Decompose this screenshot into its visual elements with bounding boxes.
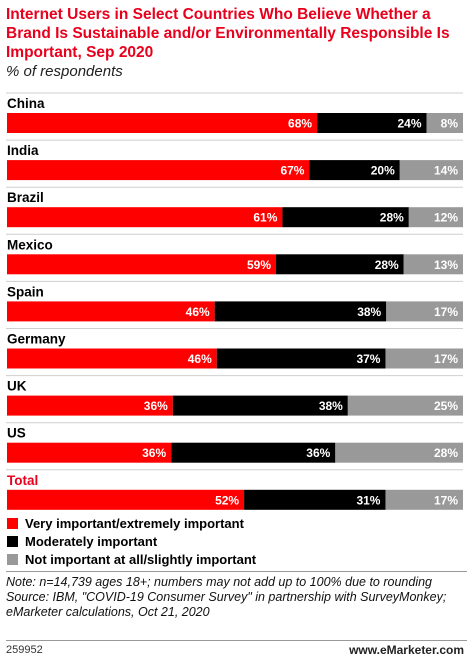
bar-segment: [7, 348, 217, 369]
chart-title: Internet Users in Select Countries Who B…: [6, 6, 450, 61]
category-label: Germany: [7, 332, 66, 347]
source-text: Source: IBM, "COVID-19 Consumer Survey" …: [6, 590, 447, 619]
bar-segment: [282, 207, 409, 228]
legend-swatch-very-important: [7, 517, 18, 529]
chart-id: 259952: [6, 644, 43, 656]
bar-segment: [172, 395, 348, 416]
data-label: 36%: [144, 399, 168, 413]
legend-item: Moderately important: [7, 532, 256, 550]
data-label: 36%: [306, 446, 330, 460]
brand-link[interactable]: www.eMarketer.com: [349, 643, 464, 657]
data-label: 17%: [434, 493, 458, 507]
data-label: 25%: [434, 399, 458, 413]
category-label: India: [7, 143, 39, 158]
legend-label: Not important at all/slightly important: [25, 551, 257, 567]
bar-segment: [317, 113, 427, 133]
bar-segment: [309, 160, 400, 181]
bar-segment: [7, 254, 277, 275]
bar-segment: [7, 160, 310, 181]
bar-segment: [7, 489, 245, 510]
legend: Very important/extremely important Moder…: [7, 514, 256, 568]
bar-segment: [7, 207, 283, 228]
data-label: 24%: [397, 117, 421, 131]
footer-divider: [6, 571, 467, 572]
data-label: 31%: [356, 493, 380, 507]
category-label: US: [7, 426, 26, 441]
bar-segment: [171, 442, 336, 463]
data-label: 36%: [142, 446, 166, 460]
legend-label: Very important/extremely important: [25, 515, 244, 531]
bar-segment: [244, 489, 386, 510]
bar-segment: [335, 442, 463, 463]
data-label: 14%: [434, 164, 458, 178]
data-label: 12%: [434, 211, 458, 225]
bar-segment: [7, 442, 172, 463]
data-label: 28%: [375, 258, 399, 272]
footnote: Note: n=14,739 ages 18+; numbers may not…: [6, 575, 466, 620]
chart-subtitle: % of respondents: [6, 63, 123, 80]
data-label: 38%: [357, 305, 381, 319]
bar-segment: [385, 348, 463, 369]
note-text: Note: n=14,739 ages 18+; numbers may not…: [6, 575, 433, 589]
bar-segment: [399, 160, 463, 181]
bar-segment: [347, 395, 463, 416]
bar-segment: [426, 113, 463, 133]
legend-swatch-moderately-important: [7, 535, 18, 547]
category-label: Mexico: [7, 237, 53, 252]
bar-segment: [214, 301, 387, 322]
bar-segment: [403, 254, 463, 275]
bar-segment: [408, 207, 463, 228]
category-label: China: [7, 96, 45, 111]
bar-segment: [386, 301, 463, 322]
category-label: Brazil: [7, 190, 44, 205]
legend-swatch-not-important: [7, 553, 18, 565]
data-label: 46%: [186, 305, 210, 319]
data-label: 52%: [215, 493, 239, 507]
bar-segment: [7, 395, 173, 416]
data-label: 17%: [434, 305, 458, 319]
bar-segment: [385, 489, 463, 510]
category-label: Total: [7, 473, 38, 488]
data-label: 68%: [288, 117, 312, 131]
data-label: 13%: [434, 258, 458, 272]
data-label: 37%: [356, 352, 380, 366]
data-label: 28%: [380, 211, 404, 225]
data-label: 28%: [434, 446, 458, 460]
data-label: 46%: [188, 352, 212, 366]
data-label: 61%: [253, 211, 277, 225]
bar-segment: [7, 301, 215, 322]
bar-segment: [276, 254, 404, 275]
bar-segment: [216, 348, 386, 369]
legend-item: Not important at all/slightly important: [7, 550, 256, 568]
category-label: Spain: [7, 284, 44, 299]
legend-item: Very important/extremely important: [7, 514, 256, 532]
footer-divider-bottom: [6, 640, 467, 641]
bar-segment: [7, 113, 318, 133]
data-label: 8%: [441, 117, 459, 131]
category-label: UK: [7, 379, 27, 394]
legend-label: Moderately important: [25, 533, 158, 549]
data-label: 17%: [434, 352, 458, 366]
data-label: 20%: [371, 164, 395, 178]
data-label: 67%: [280, 164, 304, 178]
data-label: 59%: [247, 258, 271, 272]
data-label: 38%: [319, 399, 343, 413]
